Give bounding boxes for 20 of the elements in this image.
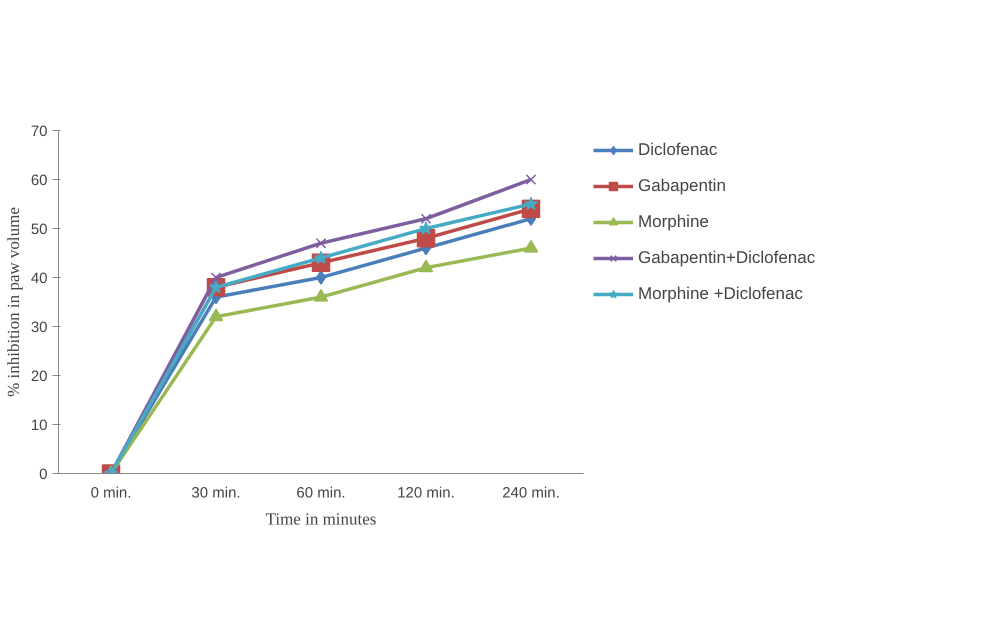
y-tick-label: 20 xyxy=(30,368,48,385)
legend-label: Gabapentin+Diclofenac xyxy=(638,248,816,268)
x-tick-label: 120 min. xyxy=(397,484,455,502)
y-tick-label: 70 xyxy=(30,123,48,140)
legend-label: Morphine xyxy=(638,212,709,232)
y-axis-title: % inhibition in paw volume xyxy=(4,207,23,397)
legend-label: Diclofenac xyxy=(638,140,718,160)
y-tick-label: 0 xyxy=(39,466,48,483)
x-axis-title: Time in minutes xyxy=(266,510,376,528)
y-tick-label: 40 xyxy=(30,270,48,287)
y-tick-label: 30 xyxy=(30,319,48,336)
x-tick-label: 240 min. xyxy=(502,484,560,502)
x-tick-label: 30 min. xyxy=(191,484,241,502)
y-tick-label: 10 xyxy=(30,417,48,434)
x-tick-label: 60 min. xyxy=(296,484,346,502)
y-tick-label: 60 xyxy=(30,172,48,189)
legend-label: Gabapentin xyxy=(638,176,726,196)
x-tick-label: 0 min. xyxy=(90,484,132,502)
legend-label: Morphine +Diclofenac xyxy=(638,284,803,304)
y-tick-label: 50 xyxy=(30,221,48,238)
